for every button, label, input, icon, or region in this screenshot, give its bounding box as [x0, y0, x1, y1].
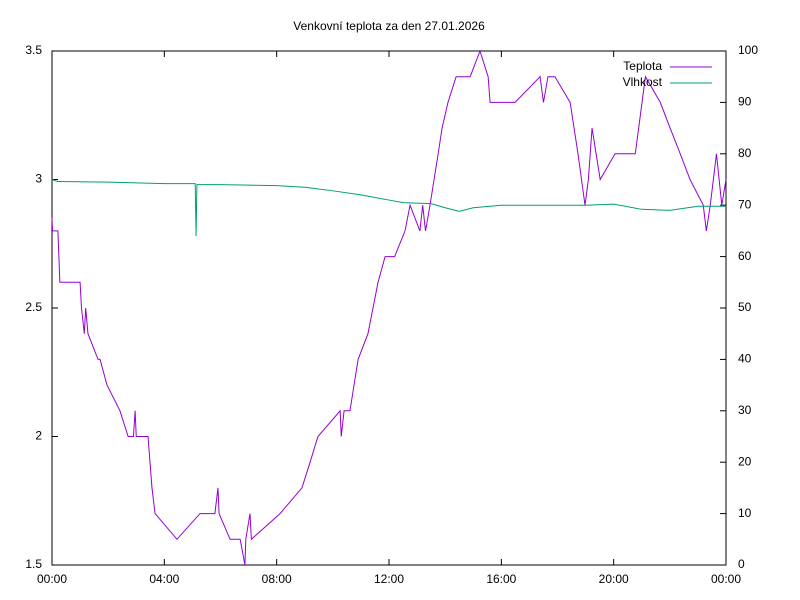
x-tick-label: 08:00 — [262, 572, 292, 586]
y2-tick-label: 60 — [738, 249, 752, 263]
y2-tick-label: 70 — [738, 197, 752, 211]
x-tick-label: 04:00 — [149, 572, 179, 586]
y-tick-label: 2 — [35, 429, 42, 443]
x-tick-label: 00:00 — [711, 572, 741, 586]
y2-tick-label: 0 — [738, 557, 745, 571]
series-line — [51, 179, 726, 237]
y2-tick-label: 40 — [738, 352, 752, 366]
y2-tick-label: 80 — [738, 146, 752, 160]
x-tick-label: 16:00 — [486, 572, 516, 586]
y2-tick-label: 100 — [738, 43, 758, 57]
series-line — [51, 49, 727, 566]
chart-title: Venkovní teplota za den 27.01.2026 — [293, 19, 485, 33]
x-tick-label: 20:00 — [599, 572, 629, 586]
y-tick-label: 3.5 — [25, 43, 42, 57]
y2-tick-label: 90 — [738, 95, 752, 109]
legend-label: Vlhkost — [623, 75, 663, 89]
y2-tick-label: 50 — [738, 300, 752, 314]
y2-tick-label: 10 — [738, 506, 752, 520]
y2-tick-label: 30 — [738, 403, 752, 417]
y-tick-label: 2.5 — [25, 300, 42, 314]
plot-frame — [51, 50, 727, 566]
y2-tick-label: 20 — [738, 454, 752, 468]
x-tick-label: 00:00 — [37, 572, 67, 586]
y-tick-label: 3 — [35, 172, 42, 186]
x-tick-label: 12:00 — [374, 572, 404, 586]
y-tick-label: 1.5 — [25, 557, 42, 571]
legend-label: Teplota — [623, 59, 662, 73]
